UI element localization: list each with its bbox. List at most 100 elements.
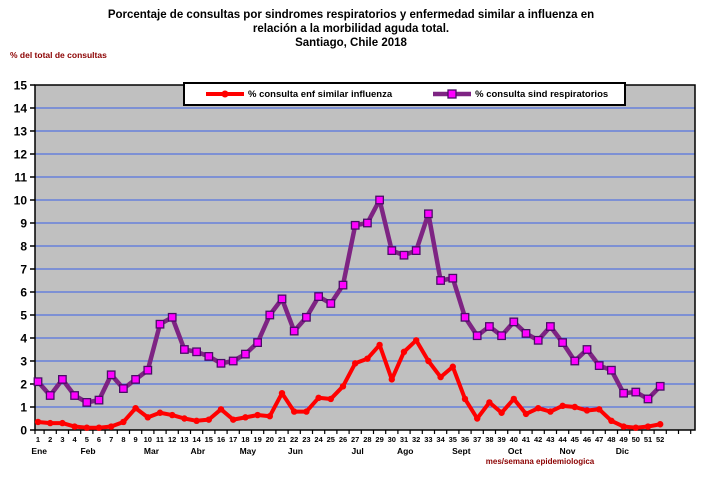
- week-label: 35: [449, 435, 457, 444]
- data-point-respiratorios: [338, 280, 348, 290]
- y-tick-label: 0: [20, 424, 27, 438]
- week-label: 27: [351, 435, 359, 444]
- x-axis-ticks: [34, 430, 692, 434]
- month-label: Jun: [288, 446, 303, 456]
- chart-title-line1: Porcentaje de consultas por sindromes re…: [107, 9, 595, 21]
- data-point-respiratorios: [192, 347, 202, 357]
- week-label: 31: [400, 435, 408, 444]
- y-tick-label: 7: [20, 263, 27, 277]
- week-label: 47: [595, 435, 603, 444]
- data-point-influenza: [474, 415, 481, 422]
- week-label: 3: [60, 435, 64, 444]
- gridlines: [35, 107, 695, 408]
- data-point-respiratorios: [314, 292, 324, 302]
- week-label: 38: [485, 435, 493, 444]
- month-label: Abr: [190, 446, 205, 456]
- data-point-respiratorios: [143, 365, 153, 375]
- month-label: Oct: [508, 446, 522, 456]
- data-point-respiratorios: [119, 384, 128, 394]
- week-label: 16: [217, 435, 225, 444]
- week-label: 50: [632, 435, 640, 444]
- x-axis-title: mes/semana epidemiologica: [485, 457, 595, 466]
- data-point-respiratorios: [484, 322, 494, 331]
- week-label: 33: [424, 435, 432, 444]
- data-point-influenza: [95, 424, 103, 431]
- legend-item-influenza: % consulta enf similar influenza: [205, 89, 392, 100]
- week-label: 4: [73, 435, 78, 444]
- week-label: 41: [522, 435, 530, 444]
- week-label: 28: [363, 435, 371, 444]
- series-line-respiratorios: [35, 197, 663, 405]
- data-point-respiratorios: [582, 345, 592, 354]
- y-tick-label: 10: [14, 194, 28, 208]
- data-point-respiratorios: [619, 388, 628, 398]
- data-point-respiratorios: [436, 276, 446, 285]
- data-point-respiratorios: [33, 377, 43, 387]
- data-point-respiratorios: [472, 331, 482, 341]
- data-point-respiratorios: [399, 250, 409, 260]
- data-point-influenza: [535, 404, 542, 412]
- week-label: 20: [266, 435, 274, 444]
- data-point-influenza: [315, 394, 322, 401]
- data-point-influenza: [413, 337, 420, 344]
- data-point-influenza: [510, 395, 517, 403]
- data-point-respiratorios: [106, 370, 116, 380]
- data-point-respiratorios: [228, 356, 238, 366]
- data-point-respiratorios: [643, 394, 653, 404]
- data-point-respiratorios: [94, 395, 104, 405]
- data-point-influenza: [571, 403, 578, 411]
- y-tick-label: 8: [20, 240, 27, 254]
- data-point-respiratorios: [509, 317, 519, 327]
- data-point-influenza: [156, 409, 164, 416]
- week-label: 34: [436, 435, 445, 444]
- data-point-influenza: [34, 418, 42, 426]
- week-label: 17: [229, 435, 237, 444]
- y-tick-label: 5: [20, 309, 27, 323]
- y-tick-label: 2: [20, 378, 27, 392]
- data-point-respiratorios: [82, 397, 92, 407]
- legend-item-respiratorios: % consulta sind respiratorios: [432, 88, 608, 100]
- week-label: 9: [134, 435, 138, 444]
- month-labels: Ene Feb Mar Abr May Jun Jul Ago Sept Oct Nov Dic: [31, 446, 629, 456]
- data-point-respiratorios: [558, 338, 567, 348]
- week-label: 52: [656, 435, 664, 444]
- week-label: 18: [241, 435, 249, 444]
- y-tick-label: 12: [14, 148, 28, 162]
- week-label: 1: [36, 435, 40, 444]
- data-point-influenza: [644, 423, 652, 430]
- data-point-influenza: [278, 390, 286, 397]
- month-label: Ago: [397, 446, 414, 456]
- week-label: 46: [583, 435, 591, 444]
- data-point-respiratorios: [387, 246, 397, 256]
- data-point-influenza: [181, 415, 188, 422]
- data-point-influenza: [620, 423, 627, 430]
- week-label: 21: [278, 435, 286, 444]
- data-point-influenza: [291, 408, 298, 415]
- data-point-respiratorios: [265, 310, 275, 320]
- y-tick-label: 13: [14, 125, 28, 139]
- week-label: 44: [558, 435, 567, 444]
- week-label: 51: [644, 435, 652, 444]
- month-label: Sept: [452, 446, 471, 456]
- data-point-influenza: [437, 373, 444, 381]
- data-point-respiratorios: [216, 358, 226, 368]
- series-respiratorios: [33, 195, 665, 407]
- data-point-influenza: [449, 363, 456, 370]
- week-label: 29: [375, 435, 383, 444]
- week-label: 43: [546, 435, 554, 444]
- data-point-influenza: [230, 416, 237, 423]
- y-tick-label: 6: [20, 286, 27, 300]
- data-point-influenza: [559, 402, 566, 410]
- series-line-influenza: [36, 338, 663, 430]
- data-point-influenza: [217, 406, 225, 413]
- data-point-influenza: [266, 413, 273, 420]
- data-point-respiratorios: [607, 365, 616, 375]
- chart-title-line2: relación a la morbilidad aguda total.: [252, 23, 450, 35]
- data-point-influenza: [303, 408, 310, 415]
- data-point-respiratorios: [411, 246, 421, 256]
- data-point-influenza: [657, 421, 664, 428]
- data-point-respiratorios: [533, 335, 543, 345]
- week-label: 25: [327, 435, 335, 444]
- y-tick-label: 11: [14, 171, 27, 185]
